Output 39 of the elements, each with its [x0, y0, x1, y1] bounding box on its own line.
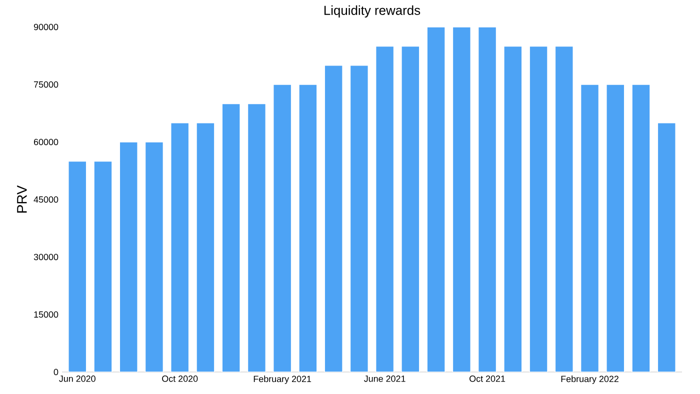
y-tick-label: 0 [54, 368, 58, 376]
y-tick-label: 60000 [34, 138, 58, 146]
bar [144, 142, 164, 372]
chart-title: Liquidity rewards [324, 5, 420, 18]
bar [324, 64, 343, 372]
y-tick-label: 90000 [34, 24, 58, 30]
bar [196, 122, 215, 372]
x-tick-label: June 2021 [364, 376, 406, 382]
bar [529, 46, 548, 372]
bar [504, 46, 522, 372]
bar [554, 46, 574, 372]
bar [170, 122, 190, 372]
bar [222, 103, 240, 372]
y-tick-label: 30000 [34, 254, 58, 260]
bar [478, 27, 497, 372]
bar [606, 84, 625, 372]
y-tick-label: 45000 [34, 196, 58, 203]
bar [94, 160, 112, 372]
x-tick-label: February 2021 [254, 376, 312, 384]
bar [426, 27, 446, 372]
bar [68, 160, 87, 372]
bar [632, 84, 650, 372]
x-tick-label: Oct 2021 [470, 376, 506, 382]
x-tick-label: February 2022 [561, 376, 618, 384]
bar [350, 64, 369, 372]
bar [452, 27, 472, 372]
bar [580, 84, 600, 372]
x-tick-label: Jun 2020 [59, 376, 96, 382]
bar [119, 142, 138, 372]
bar [272, 84, 292, 372]
bar [298, 84, 318, 372]
y-axis-title: PRV [17, 185, 27, 213]
bar [247, 103, 266, 372]
x-tick-label: Oct 2020 [162, 376, 198, 382]
bar [401, 46, 420, 372]
y-tick-label: 75000 [34, 81, 58, 88]
y-tick-label: 15000 [34, 311, 58, 318]
bar [657, 122, 676, 372]
bar [375, 46, 394, 372]
